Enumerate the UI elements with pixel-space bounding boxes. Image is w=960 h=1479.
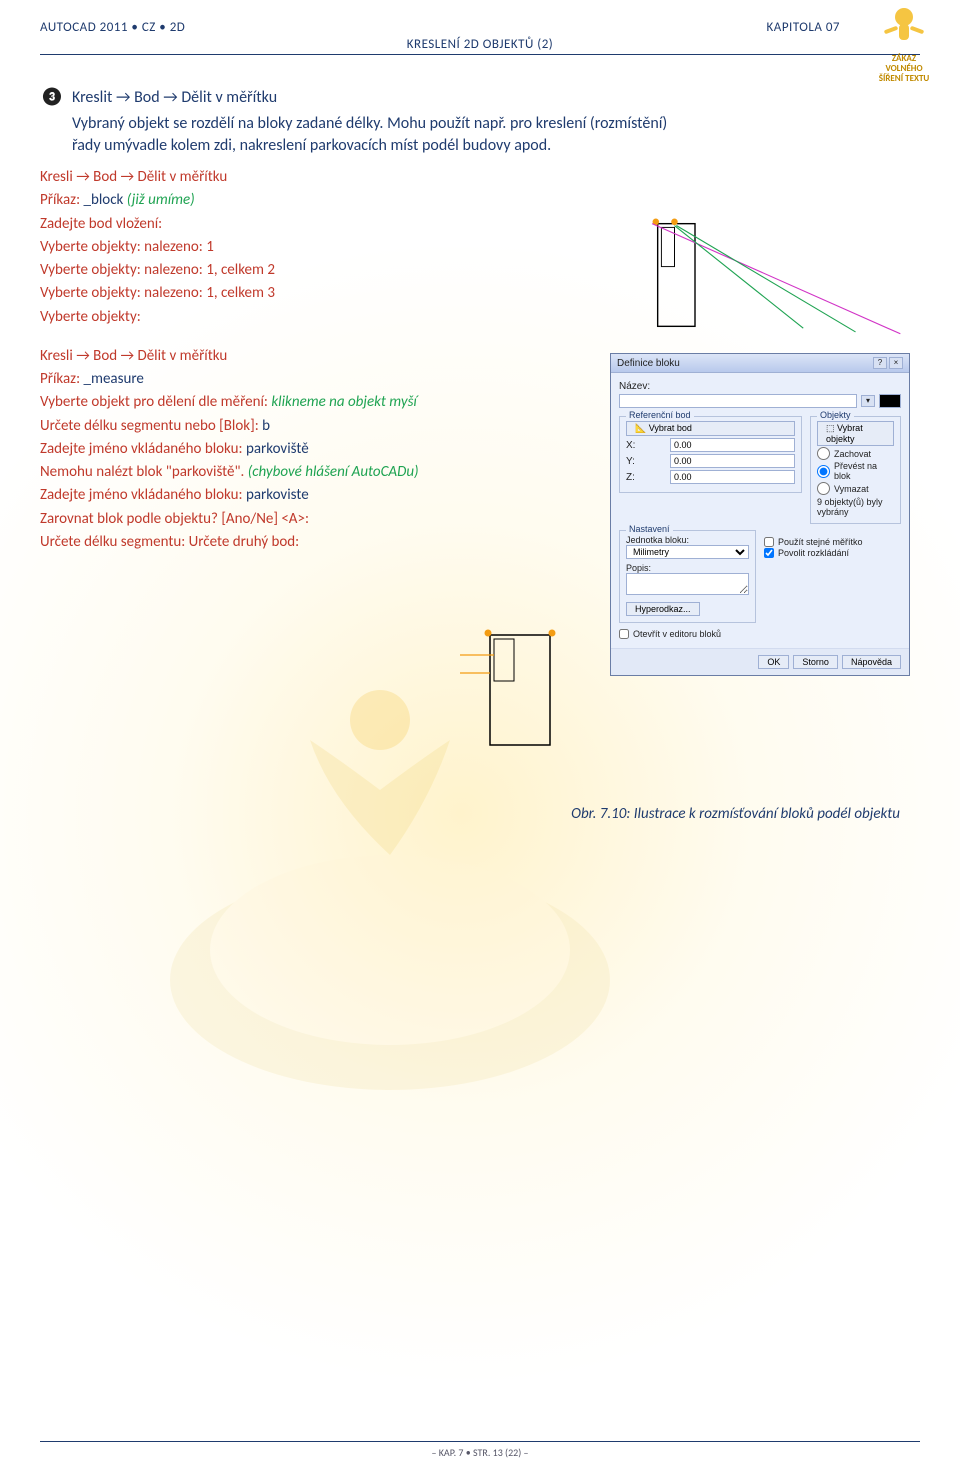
unit-label: Jednotka bloku: [626, 535, 749, 545]
content: ❸ Kreslit → Bod → Dělit v měřítku Vybran… [40, 85, 920, 554]
name-label: Název: [619, 381, 659, 392]
x-input[interactable] [670, 438, 795, 452]
grp-objects: Objekty [817, 410, 854, 420]
bullet-num: ❸ [40, 85, 58, 107]
desc-label: Popis: [626, 563, 749, 573]
header-right: KAPITOLA 07 [767, 20, 840, 35]
shape2-wrap [460, 625, 590, 760]
name-dropdown-icon[interactable]: ▾ [861, 395, 875, 407]
unit-select[interactable]: Milimetry [626, 545, 749, 559]
bullet-title: Kreslit → Bod → Dělit v měřítku [72, 88, 277, 107]
block-definition-dialog: Definice bloku ? × Název: ▾ [610, 353, 910, 676]
chk-allow-explode[interactable]: Povolit rozkládání [764, 548, 901, 558]
footer-rule [40, 1441, 920, 1442]
help-button[interactable]: Nápověda [842, 655, 901, 669]
selection-count: 9 objekty(ů) byly vybrány [817, 497, 894, 517]
dialog-titlebar[interactable]: Definice bloku ? × [611, 354, 909, 373]
close-icon[interactable]: × [889, 357, 903, 369]
header-rule [40, 54, 920, 55]
shape1-svg [610, 205, 920, 345]
bullet-row: ❸ Kreslit → Bod → Dělit v měřítku [40, 85, 920, 107]
hyperlink-button[interactable]: Hyperodkaz... [626, 602, 700, 616]
cmd1-path: Kresli → Bod → Dělit v měřítku [40, 166, 920, 189]
name-input[interactable] [619, 394, 857, 408]
cancel-button[interactable]: Storno [793, 655, 838, 669]
figure-caption: Obr. 7.10: Ilustrace k rozmísťování blok… [571, 805, 900, 823]
radio-convert[interactable]: Převést na blok [817, 461, 894, 481]
chk-open-editor[interactable]: Otevřít v editoru bloků [619, 629, 901, 639]
header-sub: KRESLENÍ 2D OBJEKTŮ (2) [40, 37, 920, 52]
page: ZÁKAZ VOLNÉHO ŠÍŘENÍ TEXTU AUTOCAD 2011 … [0, 0, 960, 1479]
badge-line3: ŠÍŘENÍ TEXTU [868, 74, 940, 84]
shape2-svg [460, 625, 590, 755]
pick-objects-button[interactable]: ⬚ Vybrat objekty [817, 421, 894, 446]
footer: – KAP. 7 • STR. 13 (22) – [0, 1441, 960, 1459]
header-row: AUTOCAD 2011 • CZ • 2D KAPITOLA 07 [40, 20, 920, 35]
y-input[interactable] [670, 454, 795, 468]
intro-para: Vybraný objekt se rozdělí na bloky zadan… [72, 113, 692, 156]
radio-keep[interactable]: Zachovat [817, 447, 894, 460]
grp-settings: Nastavení [626, 524, 673, 534]
grp-refpoint: Referenční bod [626, 410, 694, 420]
header-left: AUTOCAD 2011 • CZ • 2D [40, 20, 185, 35]
pick-point-button[interactable]: 📐 Vybrat bod [626, 421, 795, 436]
radio-delete[interactable]: Vymazat [817, 482, 894, 495]
footer-text: – KAP. 7 • STR. 13 (22) – [432, 1446, 529, 1459]
dialog-title: Definice bloku [617, 358, 680, 369]
dialog-help-icon[interactable]: ? [873, 357, 887, 369]
block-preview-icon [879, 394, 901, 408]
desc-textarea[interactable] [626, 573, 749, 595]
z-input[interactable] [670, 470, 795, 484]
badge: ZÁKAZ VOLNÉHO ŠÍŘENÍ TEXTU [868, 8, 940, 84]
chk-same-scale[interactable]: Použít stejné měřítko [764, 537, 901, 547]
figure-area: Definice bloku ? × Název: ▾ [610, 205, 920, 676]
decorative-mouse-bg [80, 680, 700, 1100]
badge-figure [878, 8, 930, 50]
ok-button[interactable]: OK [758, 655, 789, 669]
